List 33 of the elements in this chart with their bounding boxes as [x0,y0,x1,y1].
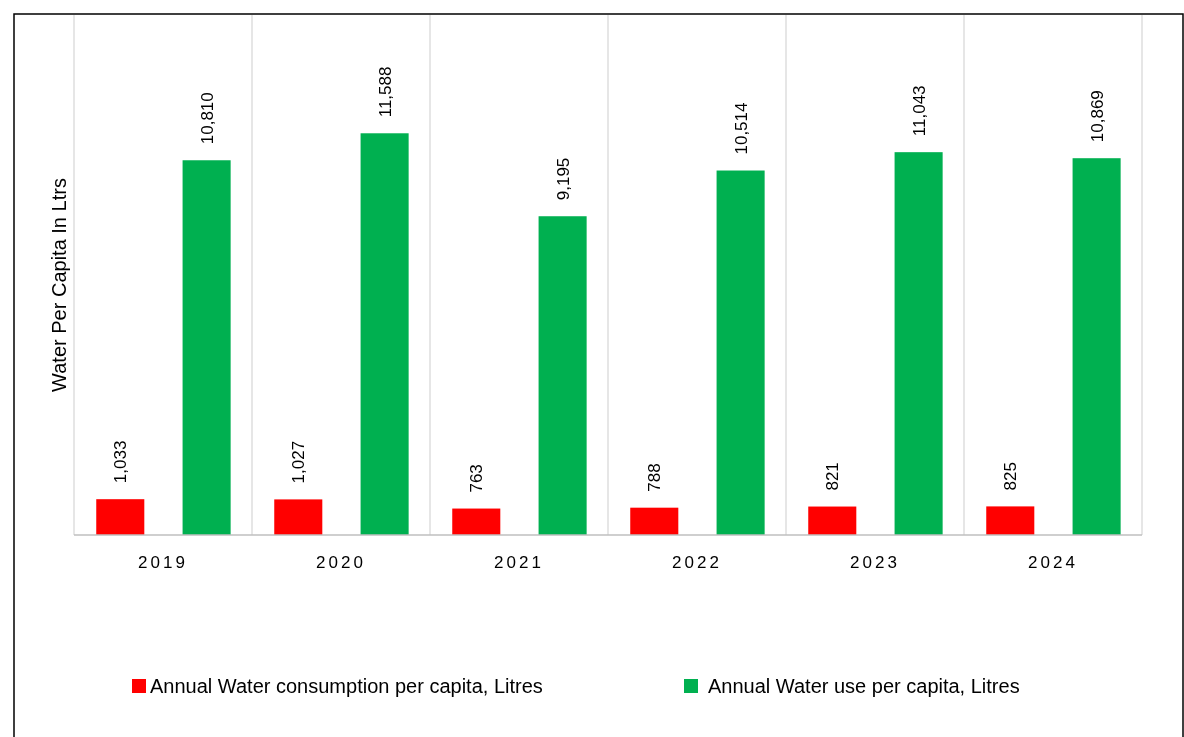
y-axis-title: Water Per Capita In Ltrs [48,178,70,392]
data-label: 825 [1001,462,1021,491]
bar [808,506,857,535]
legend-label: Annual Water use per capita, Litres [708,675,1020,697]
bar [894,152,943,535]
x-tick-label: 2024 [1028,553,1078,572]
data-label: 9,195 [553,157,573,201]
data-label: 763 [467,464,487,493]
data-label: 11,588 [375,66,395,118]
data-label: 11,043 [909,85,929,137]
bar [538,216,587,535]
bar [452,508,501,535]
bar [274,499,323,535]
data-label: 821 [823,462,843,491]
data-label: 10,514 [731,102,751,155]
bar [360,133,409,535]
x-tick-label: 2023 [850,553,900,572]
x-tick-label: 2021 [494,553,544,572]
x-tick-label: 2022 [672,553,722,572]
bar [96,499,145,535]
x-tick-label: 2020 [316,553,366,572]
data-label: 1,033 [111,440,131,484]
bar [986,506,1035,535]
x-tick-label: 2019 [138,553,188,572]
legend-label: Annual Water consumption per capita, Litres [150,675,543,697]
bar [630,507,679,535]
bar [182,160,231,535]
bar [1072,158,1121,535]
data-label: 788 [645,463,665,492]
data-label: 10,810 [197,92,217,145]
data-label: 1,027 [289,440,309,484]
bar [716,170,765,535]
data-label: 10,869 [1087,90,1107,143]
